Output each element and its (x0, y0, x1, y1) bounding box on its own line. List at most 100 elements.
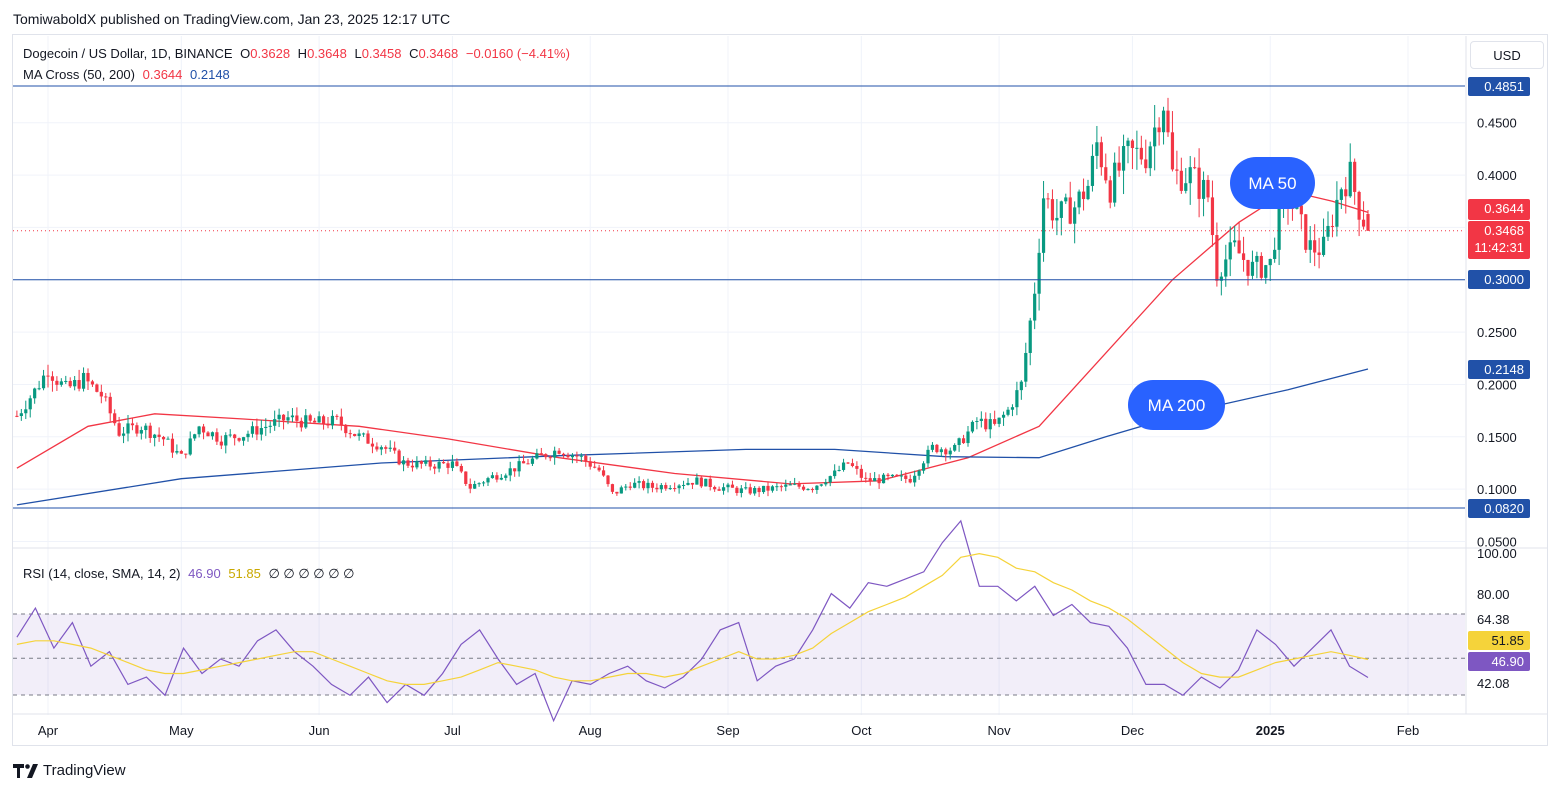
candle-down (864, 477, 868, 479)
ma200-annotation-bubble (1128, 380, 1225, 430)
candle-up (1255, 255, 1259, 262)
time-tick-label: Feb (1397, 723, 1419, 738)
candle-down (135, 425, 139, 434)
currency-button[interactable]: USD (1470, 41, 1544, 69)
badge-top-line (1468, 77, 1530, 96)
rsi-lower-label: 42.08 (1477, 676, 1510, 691)
candle-down (699, 477, 703, 487)
footer-brand[interactable]: TradingView (13, 762, 126, 779)
candle-up (1268, 258, 1272, 266)
candle-up (121, 433, 126, 436)
candle-up (1019, 381, 1023, 391)
candle-down (419, 461, 423, 464)
badge-ma200-text: 0.2148 (1484, 362, 1524, 377)
time-tick-label: 2025 (1256, 723, 1285, 738)
candle-down (495, 475, 499, 480)
candle-down (1179, 170, 1183, 191)
candle-down (846, 462, 850, 464)
candle-up (499, 477, 503, 480)
candle-down (735, 487, 739, 494)
candle-up (837, 469, 841, 471)
candle-up (970, 421, 975, 432)
candle-up (833, 470, 837, 477)
candle-down (1050, 199, 1055, 221)
candle-up (28, 398, 32, 410)
candle-down (219, 441, 223, 446)
candle-down (797, 483, 801, 487)
candle-down (77, 380, 81, 389)
candle-down (170, 438, 175, 453)
candle-down (157, 434, 161, 437)
ma50-annotation-label: MA 50 (1248, 174, 1296, 193)
candle-down (690, 482, 695, 485)
badge-rsi (1468, 652, 1530, 671)
rsi-upper-label: 64.38 (1477, 612, 1510, 627)
candle-down (615, 491, 619, 494)
badge-ma50 (1468, 199, 1530, 220)
candle-down (673, 488, 677, 490)
candle-down (237, 438, 241, 441)
candle-down (1099, 142, 1103, 168)
candle-down (344, 425, 348, 434)
candle-down (1344, 189, 1348, 197)
candle-up (1308, 240, 1312, 250)
chart-frame (12, 34, 1548, 746)
candle-down (588, 461, 592, 467)
rsi-band-fill (13, 614, 1465, 695)
candle-up (761, 485, 766, 493)
candle-up (450, 461, 455, 468)
candle-down (455, 461, 459, 467)
candle-up (681, 484, 686, 486)
low-label: L (354, 46, 362, 61)
rsi-ma-value: 51.85 (228, 566, 261, 581)
candle-down (1215, 235, 1219, 281)
candle-down (117, 423, 121, 436)
badge-last-price (1468, 221, 1530, 259)
candle-down (353, 433, 357, 437)
candle-down (544, 454, 548, 458)
candle-down (201, 426, 206, 433)
candle-up (775, 486, 779, 488)
candle-down (1259, 255, 1263, 278)
candle-down (886, 474, 890, 477)
candle-down (766, 485, 770, 491)
candle-down (855, 465, 859, 469)
candle-down (1139, 147, 1143, 160)
brand-name: TradingView (43, 762, 126, 779)
candle-down (606, 475, 610, 485)
candle-up (1153, 127, 1157, 147)
candle-down (393, 447, 397, 451)
candle-down (104, 396, 108, 398)
candle-down (406, 460, 410, 466)
candle-up (704, 478, 708, 487)
low-value: 0.3458 (361, 46, 402, 61)
time-tick-label: Oct (851, 723, 872, 738)
candle-up (939, 449, 943, 453)
candle-up (828, 476, 832, 483)
time-tick-label: Nov (988, 723, 1012, 738)
candle-down (810, 489, 815, 491)
candle-down (1317, 252, 1321, 255)
candle-down (130, 423, 135, 426)
candle-up (241, 437, 246, 441)
candle-up (770, 486, 775, 491)
change-value: −0.0160 (−4.41%) (465, 46, 570, 61)
badge-rsi-text: 46.90 (1491, 654, 1524, 669)
candle-up (490, 475, 495, 479)
candle-down (313, 420, 317, 423)
candle-down (410, 465, 415, 468)
candle-up (1059, 201, 1063, 218)
candle-up (1064, 197, 1068, 202)
candle-up (286, 417, 290, 421)
candle-down (877, 478, 881, 484)
badge-mid-line-text: 0.3000 (1484, 272, 1524, 287)
candle-up (126, 423, 130, 434)
candle-up (824, 482, 828, 485)
candle-up (695, 477, 699, 485)
candle-down (335, 415, 339, 417)
candle-down (50, 376, 55, 381)
candle-down (161, 436, 166, 440)
badge-ma200 (1468, 360, 1530, 379)
candle-up (1184, 183, 1188, 191)
